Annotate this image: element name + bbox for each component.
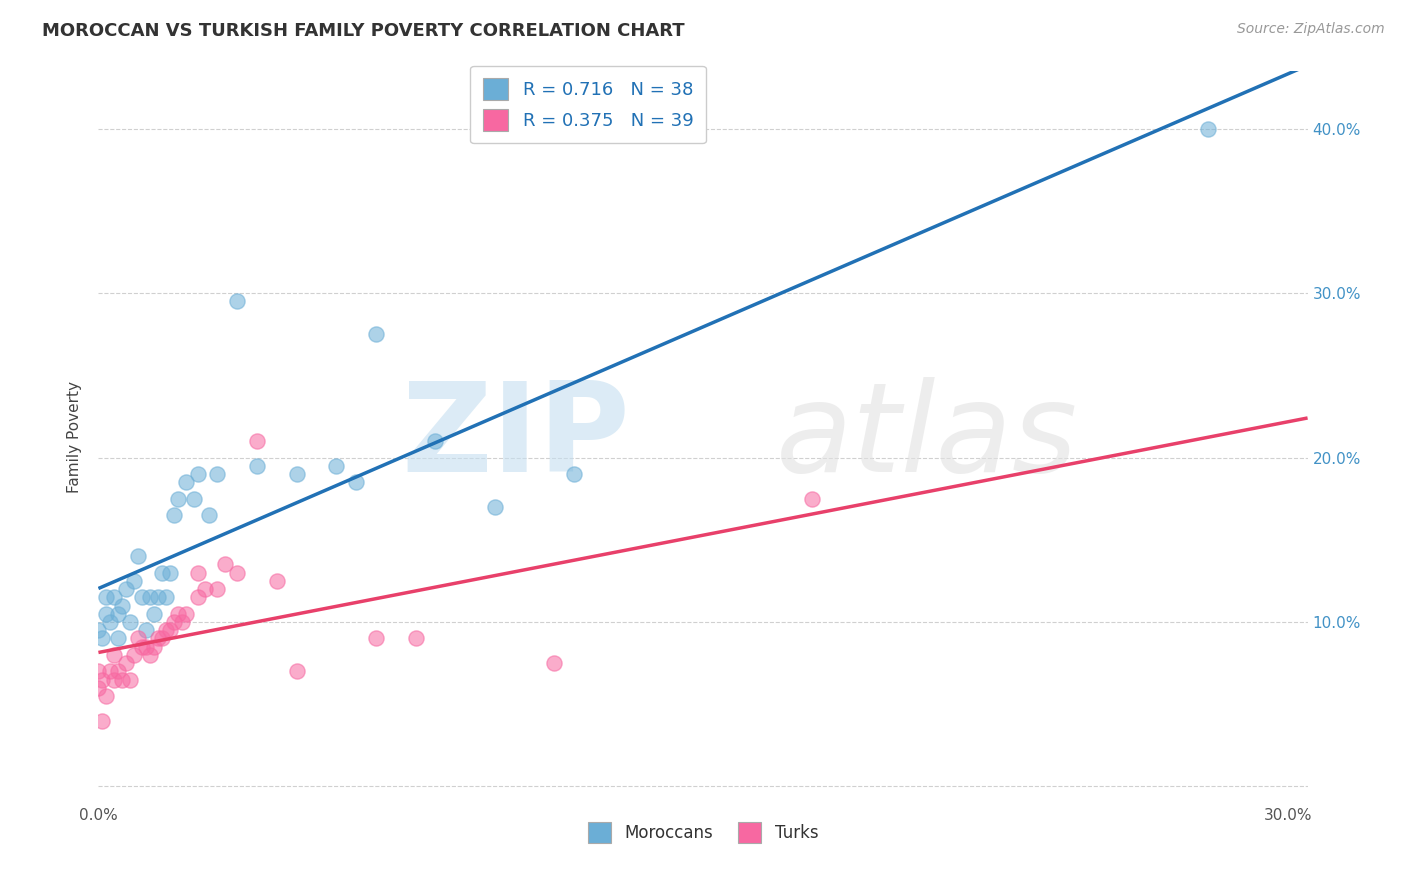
Point bbox=[186, 467, 208, 481]
Point bbox=[405, 632, 427, 646]
Text: MOROCCAN VS TURKISH FAMILY POVERTY CORRELATION CHART: MOROCCAN VS TURKISH FAMILY POVERTY CORRE… bbox=[42, 22, 685, 40]
Point bbox=[96, 591, 118, 605]
Point bbox=[96, 689, 118, 703]
Point bbox=[111, 673, 134, 687]
Point bbox=[159, 624, 181, 638]
Y-axis label: Family Poverty: Family Poverty bbox=[67, 381, 83, 493]
Point bbox=[226, 566, 249, 580]
Point bbox=[246, 458, 269, 473]
Point bbox=[127, 549, 149, 564]
Point bbox=[135, 640, 157, 654]
Point bbox=[150, 632, 173, 646]
Point bbox=[562, 467, 585, 481]
Point bbox=[120, 673, 142, 687]
Point bbox=[207, 582, 229, 596]
Point bbox=[155, 624, 177, 638]
Point bbox=[186, 566, 208, 580]
Point bbox=[166, 607, 188, 621]
Point bbox=[107, 632, 129, 646]
Point bbox=[87, 665, 110, 679]
Point bbox=[91, 673, 114, 687]
Point bbox=[266, 574, 288, 588]
Point bbox=[163, 615, 186, 629]
Point bbox=[174, 607, 197, 621]
Point bbox=[96, 607, 118, 621]
Point bbox=[543, 656, 565, 670]
Point bbox=[122, 648, 145, 662]
Point bbox=[285, 665, 308, 679]
Point bbox=[146, 632, 169, 646]
Point bbox=[325, 458, 347, 473]
Text: Source: ZipAtlas.com: Source: ZipAtlas.com bbox=[1237, 22, 1385, 37]
Point bbox=[142, 640, 165, 654]
Point bbox=[127, 632, 149, 646]
Point bbox=[87, 681, 110, 695]
Point bbox=[155, 591, 177, 605]
Point bbox=[107, 665, 129, 679]
Point bbox=[120, 615, 142, 629]
Point bbox=[103, 591, 125, 605]
Point bbox=[198, 508, 221, 523]
Point bbox=[146, 591, 169, 605]
Point bbox=[91, 632, 114, 646]
Point bbox=[98, 665, 121, 679]
Point bbox=[166, 491, 188, 506]
Point bbox=[150, 566, 173, 580]
Point bbox=[344, 475, 367, 490]
Point bbox=[111, 599, 134, 613]
Point bbox=[484, 500, 506, 514]
Point bbox=[364, 632, 387, 646]
Point bbox=[115, 656, 138, 670]
Point bbox=[163, 508, 186, 523]
Point bbox=[183, 491, 205, 506]
Point bbox=[186, 591, 208, 605]
Point bbox=[170, 615, 193, 629]
Point bbox=[131, 640, 153, 654]
Point bbox=[159, 566, 181, 580]
Point bbox=[801, 491, 824, 506]
Legend: Moroccans, Turks: Moroccans, Turks bbox=[581, 815, 825, 849]
Point bbox=[207, 467, 229, 481]
Point bbox=[226, 294, 249, 309]
Point bbox=[115, 582, 138, 596]
Point bbox=[103, 648, 125, 662]
Point bbox=[142, 607, 165, 621]
Point bbox=[214, 558, 236, 572]
Point bbox=[122, 574, 145, 588]
Point bbox=[285, 467, 308, 481]
Point bbox=[87, 624, 110, 638]
Point bbox=[194, 582, 217, 596]
Point bbox=[98, 615, 121, 629]
Point bbox=[91, 714, 114, 728]
Point bbox=[139, 648, 162, 662]
Point bbox=[1198, 121, 1220, 136]
Point bbox=[139, 591, 162, 605]
Point bbox=[135, 624, 157, 638]
Point bbox=[107, 607, 129, 621]
Text: atlas: atlas bbox=[776, 376, 1077, 498]
Point bbox=[131, 591, 153, 605]
Point bbox=[364, 327, 387, 342]
Point bbox=[174, 475, 197, 490]
Point bbox=[425, 434, 447, 449]
Point bbox=[103, 673, 125, 687]
Point bbox=[246, 434, 269, 449]
Text: ZIP: ZIP bbox=[402, 376, 630, 498]
